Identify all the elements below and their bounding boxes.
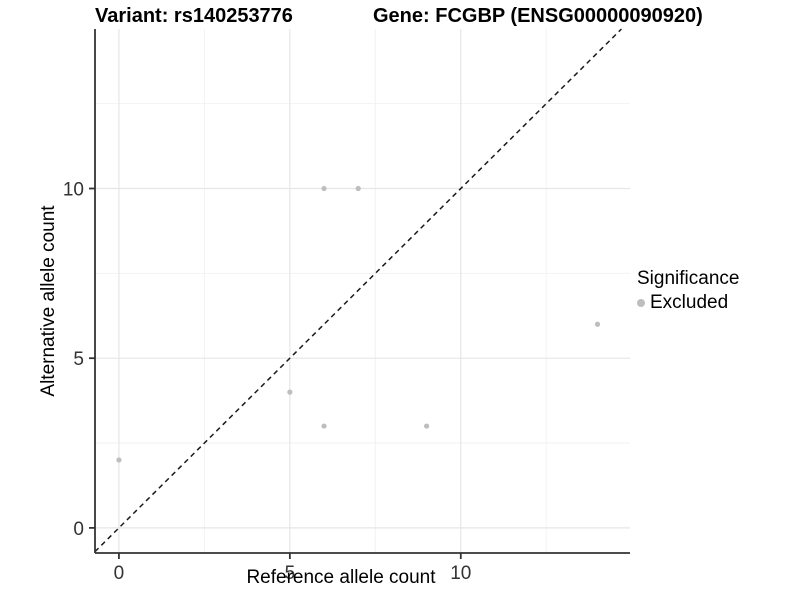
- data-point: [594, 321, 601, 327]
- x-tick-label: 10: [450, 563, 471, 584]
- legend-title: Significance: [637, 268, 740, 289]
- plot-title-variant: Variant: rs140253776: [95, 5, 293, 27]
- y-tick-label: 10: [63, 180, 84, 201]
- y-tick-label: 5: [73, 349, 84, 370]
- data-point: [321, 185, 327, 192]
- y-tick-label: 0: [73, 519, 84, 540]
- legend-point-icon: [637, 299, 645, 307]
- data-point: [321, 423, 327, 429]
- data-point: [116, 457, 122, 463]
- legend: Significance Excluded: [637, 268, 739, 314]
- x-axis-title: Reference allele count: [246, 567, 436, 588]
- x-tick-label: 0: [114, 563, 125, 584]
- identity-line: [94, 28, 622, 553]
- legend-item-excluded: Excluded: [637, 292, 739, 314]
- plot-title-gene: Gene: FCGBP (ENSG00000090920): [373, 5, 703, 27]
- x-tick-label: 5: [285, 563, 296, 584]
- y-axis-title: Alternative allele count: [38, 205, 59, 397]
- data-point: [355, 185, 361, 192]
- data-point: [287, 389, 293, 395]
- data-point: [423, 423, 430, 429]
- legend-item-label: Excluded: [650, 292, 729, 313]
